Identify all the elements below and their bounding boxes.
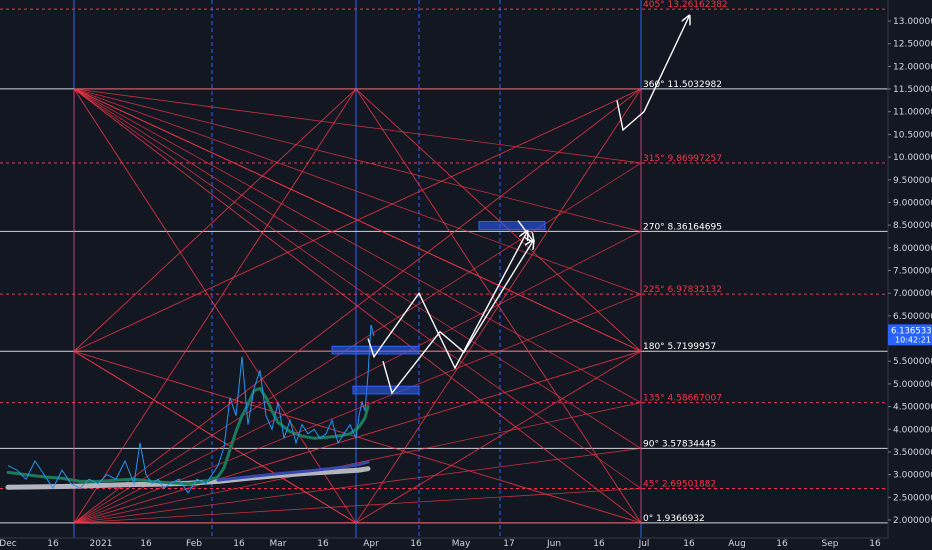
price-tick-label-12: 8.0000000 (893, 244, 932, 254)
time-tick-label-6: Mar (270, 539, 287, 549)
price-tick-label-13: 8.5000000 (893, 221, 932, 231)
time-tick-label-4: Feb (186, 539, 202, 549)
price-tick-label-10: 7.0000000 (893, 289, 932, 299)
time-tick-label-16: Aug (728, 539, 746, 549)
gann-fan-line-15 (73, 88, 357, 352)
gann-fan (73, 88, 642, 524)
time-tick-label-0: Dec (0, 539, 17, 549)
price-tick-label-4: 4.0000000 (893, 425, 932, 435)
time-tick-label-19: 16 (869, 539, 881, 549)
time-tick-label-3: 16 (140, 539, 152, 549)
price-tick-label-18: 11.0000000 (893, 108, 932, 118)
projection-path-3[interactable] (616, 17, 689, 132)
gann-fan-line-20 (73, 88, 642, 352)
time-tick-label-15: 16 (683, 539, 695, 549)
price-tick-label-16: 10.0000000 (893, 153, 932, 163)
price-tick-label-7: 5.5000000 (893, 357, 932, 367)
projection-path-1[interactable] (382, 241, 533, 395)
time-tick-label-14: Jul (638, 539, 650, 549)
gann-ray-tl-3 (73, 88, 642, 295)
gann-fan-line-14 (355, 88, 642, 524)
ma2-series-line (216, 460, 370, 482)
price-tick-label-11: 7.5000000 (893, 267, 932, 277)
time-tick-label-17: 16 (776, 539, 788, 549)
zone-box-2[interactable] (478, 221, 546, 231)
price-tick-label-20: 12.0000000 (893, 62, 932, 72)
gann-level-label-2: 90° 3.57834445 (643, 439, 716, 449)
price-tick-label-14: 9.0000000 (893, 198, 932, 208)
price-tick-label-21: 12.5000000 (893, 40, 932, 50)
current-price-value: 6.1365336 (891, 326, 932, 336)
price-tick-label-1: 2.5000000 (893, 493, 932, 503)
time-tick-label-13: 16 (593, 539, 605, 549)
price-tick-label-3: 3.5000000 (893, 448, 932, 458)
time-tick-label-7: 16 (317, 539, 329, 549)
gann-level-label-9: 405° 13.26162382 (643, 0, 728, 10)
gann-level-label-4: 180° 5.7199957 (643, 342, 716, 352)
price-tick-label-19: 11.5000000 (893, 85, 932, 95)
gann-level-label-0: 0° 1.9366932 (643, 514, 705, 524)
time-tick-label-1: 16 (47, 539, 59, 549)
projection-path-0[interactable] (367, 232, 527, 370)
gann-ray-bl-5 (73, 162, 642, 524)
gann-fan-line-19 (73, 350, 357, 524)
price-tick-label-15: 9.5000000 (893, 176, 932, 186)
price-axis-background (888, 0, 932, 550)
time-tick-label-5: 16 (233, 539, 245, 549)
current-price-badge (888, 324, 932, 346)
gann-level-label-5: 225° 6.97832132 (643, 285, 722, 295)
time-tick-label-9: 16 (410, 539, 422, 549)
gann-level-label-6: 270° 8.36164695 (643, 222, 722, 232)
price-tick-label-2: 3.0000000 (893, 471, 932, 481)
time-tick-label-8: Apr (363, 539, 379, 549)
gann-level-label-1: 45° 2.69501882 (643, 479, 716, 489)
price-axis[interactable]: 2.0000000 2.5000000 3.0000000 3.5000000 4.00… (887, 0, 932, 550)
gann-ray-bl-4 (73, 231, 642, 524)
current-price-tag: 6.136533610:42:21 (888, 324, 932, 346)
gann-ray-bl-2 (73, 402, 642, 524)
current-price-countdown: 10:42:21 (895, 335, 931, 344)
projection-path-2[interactable] (517, 220, 533, 241)
price-tick-label-5: 4.5000000 (893, 403, 932, 413)
price-tick-label-9: 6.5000000 (893, 312, 932, 322)
time-tick-label-2: 2021 (90, 539, 113, 549)
zone-box-0[interactable] (331, 345, 420, 355)
gann-ray-tl-1 (73, 88, 642, 449)
price-series (5, 324, 375, 494)
gann-ray-tl-4 (73, 88, 642, 232)
time-tick-label-11: 17 (503, 539, 514, 549)
gann-level-label-8: 360° 11.5032982 (643, 80, 722, 90)
gann-fan-line-16 (355, 88, 642, 352)
time-tick-label-12: Jun (546, 539, 561, 549)
gann-ray-tl-0 (73, 88, 642, 489)
gann-ray-bl-1 (73, 448, 642, 524)
gann-level-label-3: 135° 4.58667007 (643, 394, 722, 404)
time-tick-label-10: May (452, 539, 471, 549)
time-tick-label-18: Sep (822, 539, 839, 549)
gann-fan-line-18 (355, 350, 642, 524)
price-tick-label-17: 10.5000000 (893, 130, 932, 140)
gann-fan-line-6 (73, 88, 642, 524)
price-tick-label-22: 13.0000000 (893, 17, 932, 27)
gann-fan-line-12 (73, 88, 357, 524)
time-axis[interactable]: Dec 16 2021 16 Feb 16 Mar 16 Apr 16 May 17 Jun 16 Jul 1… (0, 537, 932, 550)
zone-box-1[interactable] (352, 385, 420, 395)
gann-level-label-7: 315° 9.86997257 (643, 154, 722, 164)
gann-level-labels: 0° 1.9366932 45° 2.69501882 90° 3.57834445… (643, 0, 728, 524)
price-tick-label-0: 2.0000000 (893, 516, 932, 526)
gann-ray-tl-5 (73, 88, 642, 164)
gann-ray-bl-0 (73, 488, 642, 524)
time-axis-background (0, 538, 932, 550)
price-tick-label-6: 5.0000000 (893, 380, 932, 390)
price-series-line (7, 324, 375, 494)
gann-ray-tl-2 (73, 88, 642, 404)
projection-arrows (367, 17, 689, 395)
